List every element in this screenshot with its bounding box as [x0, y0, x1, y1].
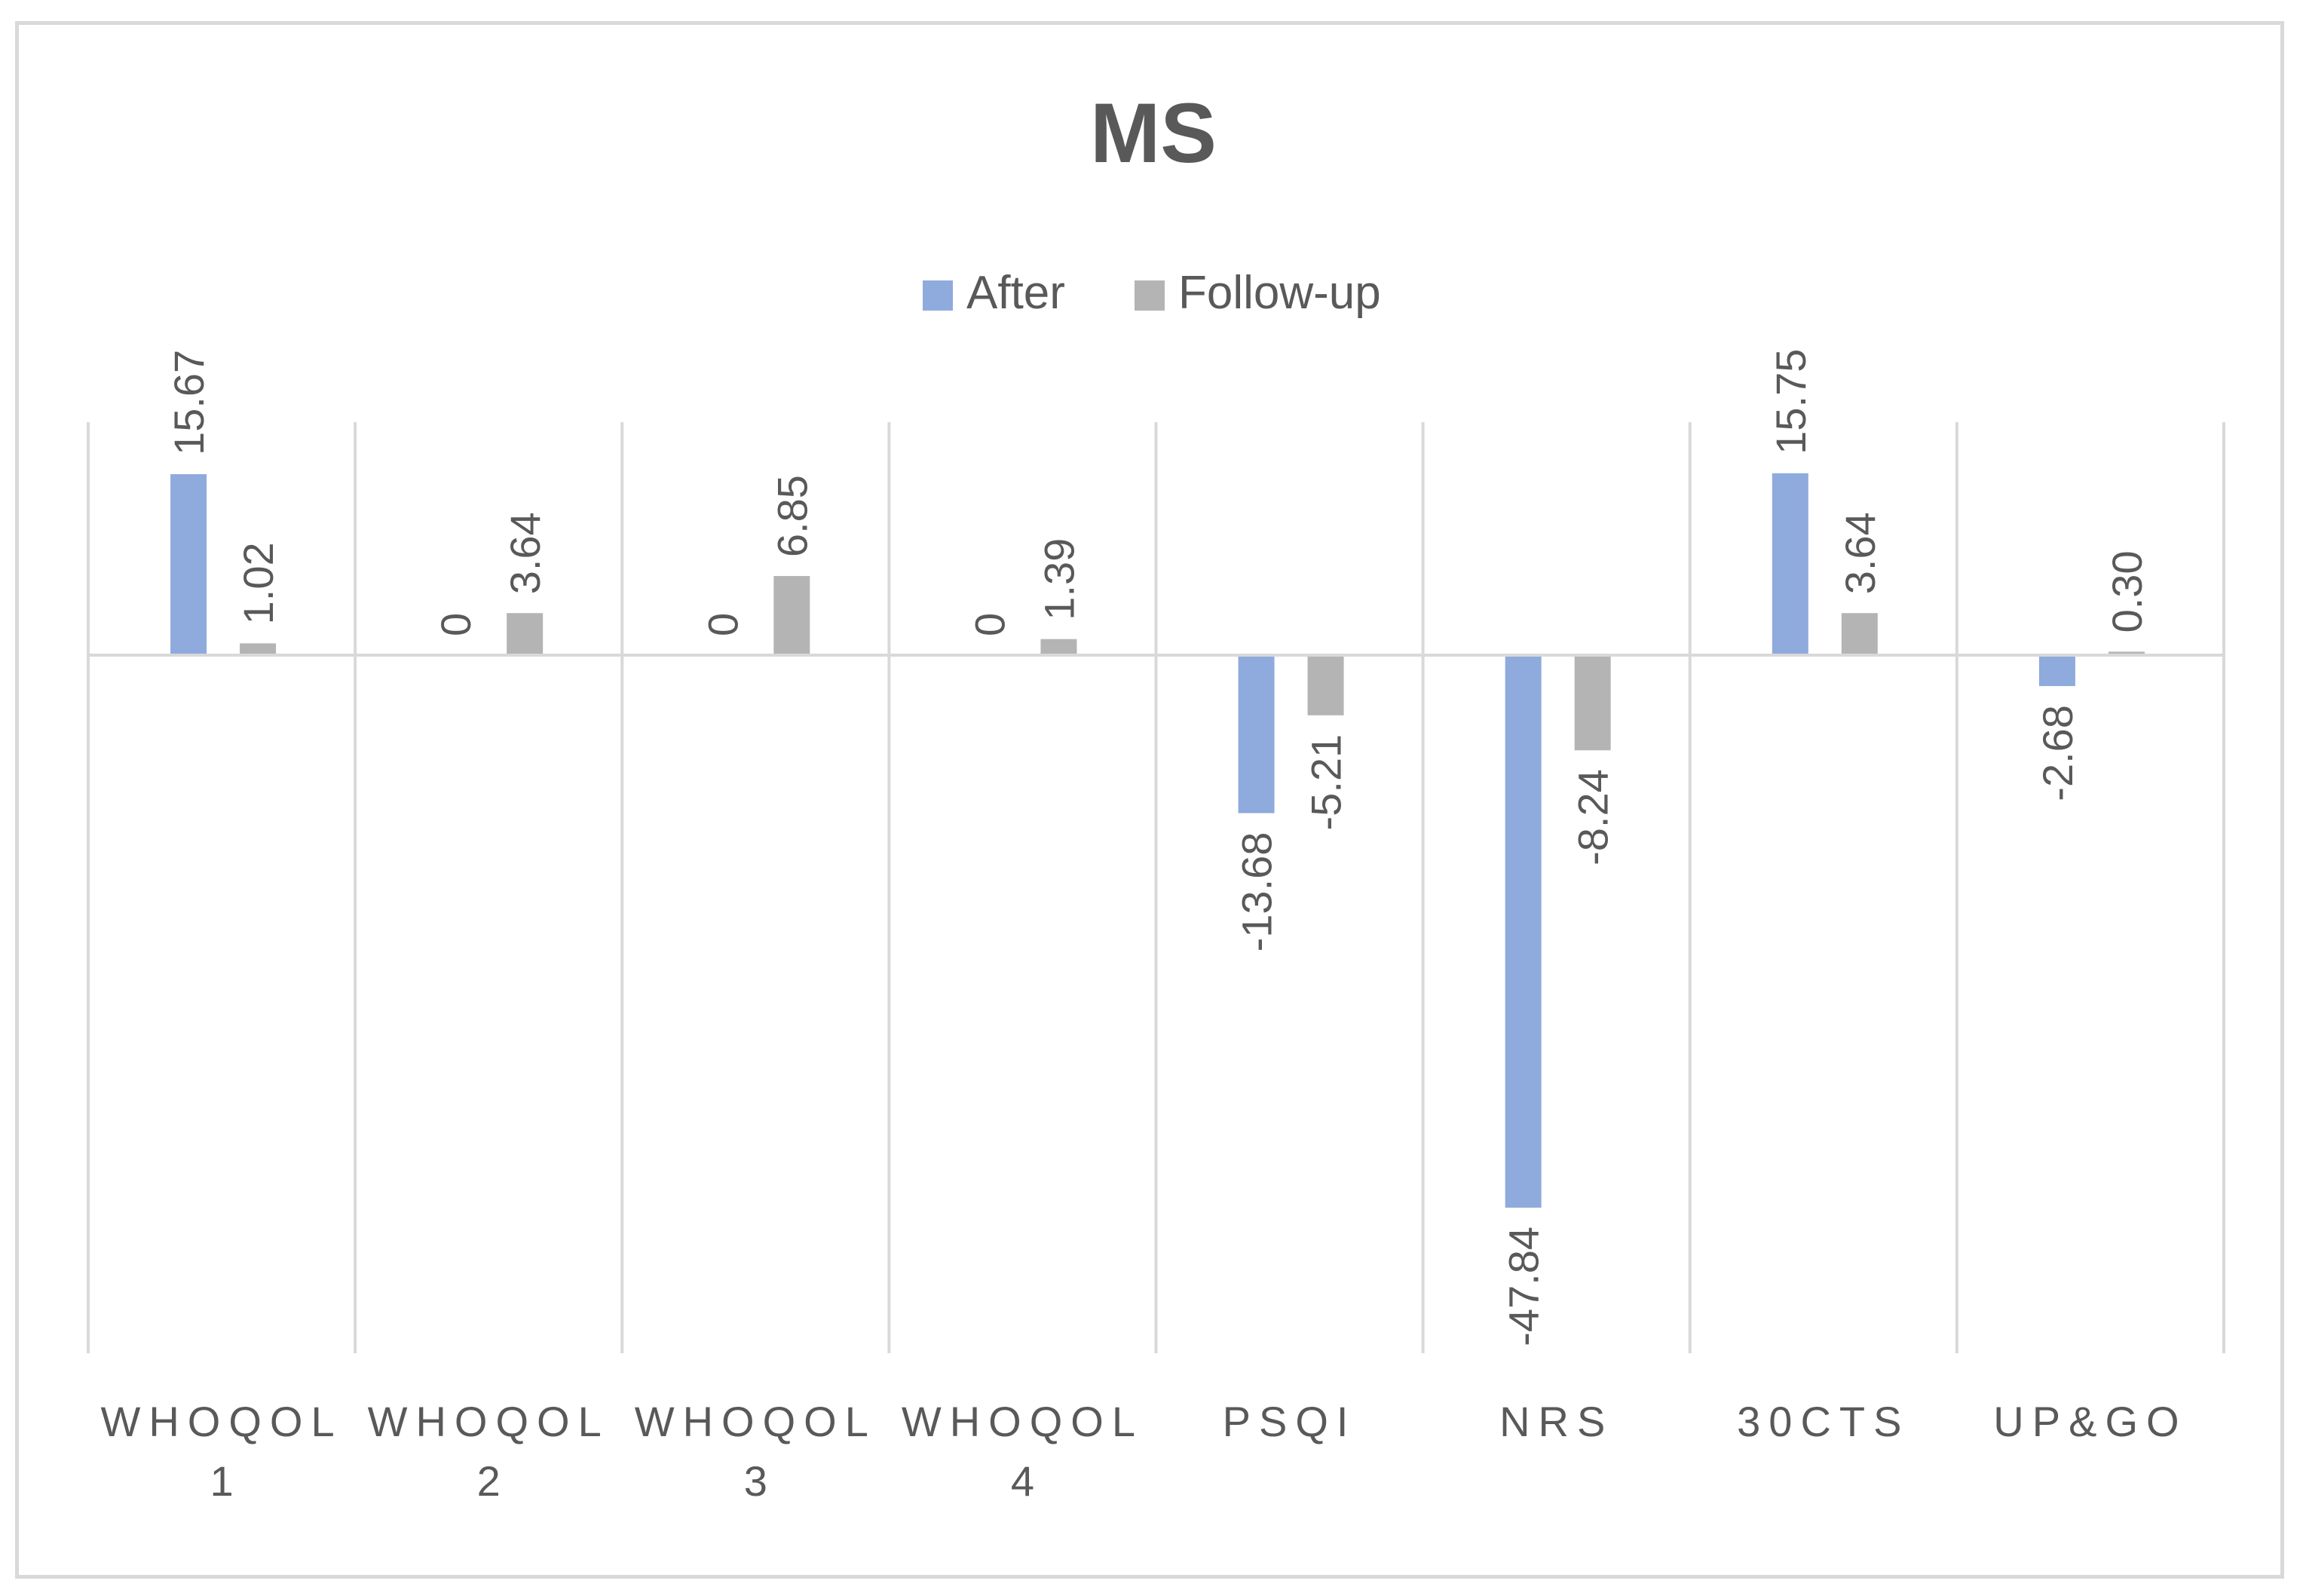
data-label-follow-up: 1.02	[234, 542, 282, 624]
data-label-after: 0	[966, 613, 1013, 636]
bar-after	[1238, 655, 1275, 813]
data-label-follow-up: 3.64	[1836, 512, 1884, 594]
bar-follow-up	[773, 576, 810, 655]
data-label-after: 0	[432, 613, 479, 636]
bar-follow-up	[1040, 639, 1077, 655]
data-label-follow-up: 3.64	[501, 512, 549, 594]
chart-title: MS	[1090, 86, 1217, 180]
category-label: 1	[210, 1457, 233, 1505]
bar-after	[2038, 655, 2075, 687]
data-label-after: -47.84	[1500, 1227, 1548, 1346]
data-label-after: 15.67	[165, 350, 213, 455]
category-label: 30CTS	[1737, 1398, 1909, 1445]
category-label: 4	[1011, 1457, 1034, 1505]
category-label: 3	[744, 1457, 767, 1505]
category-label: NRS	[1499, 1398, 1613, 1445]
legend-label-follow-up: Follow-up	[1178, 267, 1381, 319]
data-label-follow-up: 6.85	[768, 475, 816, 557]
bar-follow-up	[1307, 655, 1344, 715]
bar-follow-up	[240, 643, 277, 655]
bar-follow-up	[1574, 655, 1611, 751]
bar-follow-up	[2108, 651, 2145, 655]
bar-follow-up	[1841, 613, 1878, 655]
category-label: UP&GO	[1993, 1398, 2187, 1445]
bar-follow-up	[507, 613, 544, 655]
data-label-after: -2.68	[2034, 705, 2081, 801]
legend-swatch-follow-up	[1135, 280, 1165, 311]
legend-label-after: After	[966, 267, 1065, 319]
legend-swatch-after	[923, 280, 953, 311]
category-label: WHOQOL	[101, 1398, 343, 1445]
bar-after	[1772, 473, 1808, 655]
category-label: 2	[477, 1457, 501, 1505]
category-label: WHOQOL	[368, 1398, 610, 1445]
data-label-follow-up: -5.21	[1303, 734, 1350, 831]
category-label: PSQI	[1223, 1398, 1357, 1445]
data-label-follow-up: 0.30	[2103, 550, 2151, 633]
category-label: WHOQOL	[635, 1398, 877, 1445]
data-label-after: 0	[699, 613, 746, 636]
bar-after	[170, 473, 207, 655]
data-label-follow-up: 1.39	[1035, 538, 1083, 620]
data-label-follow-up: -8.24	[1569, 769, 1617, 865]
data-label-after: -13.68	[1233, 832, 1281, 952]
bar-after	[1505, 655, 1542, 1208]
category-label: WHOQOL	[902, 1398, 1144, 1445]
data-label-after: 15.75	[1767, 349, 1814, 455]
